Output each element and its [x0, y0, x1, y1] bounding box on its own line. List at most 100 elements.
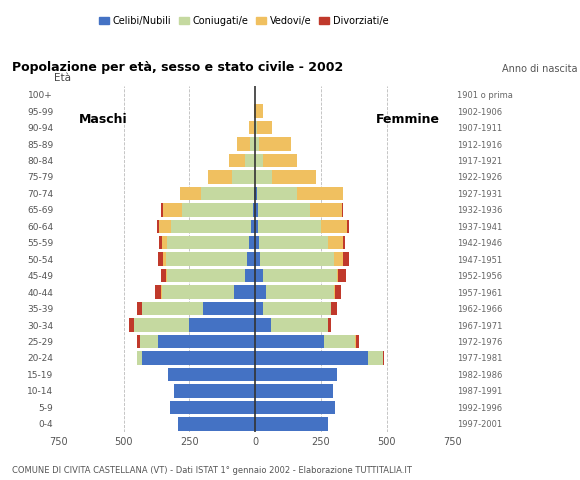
Bar	[254, 187, 255, 200]
Bar	[161, 203, 163, 216]
Bar	[328, 236, 343, 250]
Bar	[161, 269, 166, 282]
Bar	[272, 170, 316, 184]
Bar	[357, 335, 359, 348]
Bar	[166, 269, 167, 282]
Bar	[163, 203, 182, 216]
Bar	[231, 170, 255, 184]
Bar	[337, 269, 338, 282]
Bar	[249, 121, 254, 134]
Bar	[355, 335, 357, 348]
Bar	[202, 302, 255, 315]
Bar	[256, 121, 272, 134]
Bar	[255, 121, 256, 134]
Bar	[161, 286, 162, 299]
Bar	[254, 104, 255, 118]
Bar	[190, 318, 255, 332]
Bar	[255, 187, 256, 200]
Bar	[321, 219, 347, 233]
Bar	[234, 286, 255, 299]
Bar	[251, 219, 255, 233]
Bar	[254, 121, 255, 134]
Legend: Celibi/Nubili, Coniugati/e, Vedovi/e, Divorziati/e: Celibi/Nubili, Coniugati/e, Vedovi/e, Di…	[95, 12, 392, 30]
Bar	[142, 302, 202, 315]
Bar	[167, 269, 245, 282]
Bar	[208, 170, 231, 184]
Bar	[342, 203, 343, 216]
Bar	[249, 236, 255, 250]
Bar	[368, 351, 383, 365]
Bar	[137, 335, 140, 348]
Bar	[255, 351, 368, 365]
Bar	[137, 351, 142, 365]
Text: Maschi: Maschi	[78, 113, 127, 126]
Text: Età: Età	[54, 73, 71, 83]
Bar	[343, 236, 345, 250]
Bar	[162, 286, 234, 299]
Bar	[137, 302, 142, 315]
Bar	[247, 252, 255, 266]
Bar	[263, 269, 337, 282]
Bar	[334, 286, 335, 299]
Text: Femmine: Femmine	[376, 113, 440, 126]
Bar	[260, 252, 334, 266]
Bar	[201, 187, 254, 200]
Bar	[173, 384, 255, 397]
Bar	[229, 154, 245, 167]
Bar	[343, 252, 349, 266]
Bar	[250, 137, 255, 151]
Bar	[252, 203, 255, 216]
Bar	[334, 252, 343, 266]
Bar	[331, 302, 337, 315]
Bar	[256, 187, 298, 200]
Bar	[271, 318, 328, 332]
Bar	[259, 137, 291, 151]
Bar	[263, 302, 331, 315]
Bar	[255, 154, 263, 167]
Bar	[166, 252, 247, 266]
Bar	[255, 302, 263, 315]
Bar	[177, 417, 255, 431]
Bar	[258, 203, 310, 216]
Bar	[263, 154, 298, 167]
Bar	[255, 401, 335, 414]
Bar	[255, 170, 272, 184]
Text: COMUNE DI CIVITA CASTELLANA (VT) - Dati ISTAT 1° gennaio 2002 - Elaborazione TUT: COMUNE DI CIVITA CASTELLANA (VT) - Dati …	[12, 466, 411, 475]
Bar	[245, 154, 255, 167]
Bar	[255, 286, 266, 299]
Bar	[259, 236, 328, 250]
Bar	[170, 401, 255, 414]
Bar	[310, 203, 342, 216]
Text: Popolazione per età, sesso e stato civile - 2002: Popolazione per età, sesso e stato civil…	[12, 61, 343, 74]
Bar	[157, 219, 160, 233]
Bar	[160, 236, 162, 250]
Bar	[255, 104, 263, 118]
Text: Anno di nascita: Anno di nascita	[502, 64, 577, 74]
Bar	[383, 351, 384, 365]
Bar	[162, 236, 167, 250]
Bar	[255, 368, 337, 381]
Bar	[298, 187, 343, 200]
Bar	[338, 269, 346, 282]
Bar	[140, 335, 158, 348]
Bar	[255, 335, 324, 348]
Bar	[328, 318, 331, 332]
Bar	[163, 252, 166, 266]
Bar	[255, 252, 260, 266]
Bar	[255, 203, 258, 216]
Bar	[347, 219, 349, 233]
Bar	[171, 219, 251, 233]
Bar	[167, 236, 249, 250]
Bar	[142, 351, 255, 365]
Bar	[134, 318, 190, 332]
Bar	[255, 417, 328, 431]
Bar	[335, 286, 340, 299]
Bar	[266, 286, 334, 299]
Bar	[158, 335, 255, 348]
Bar	[129, 318, 134, 332]
Bar	[255, 236, 259, 250]
Bar	[182, 203, 252, 216]
Bar	[255, 137, 259, 151]
Bar	[258, 219, 321, 233]
Bar	[155, 286, 161, 299]
